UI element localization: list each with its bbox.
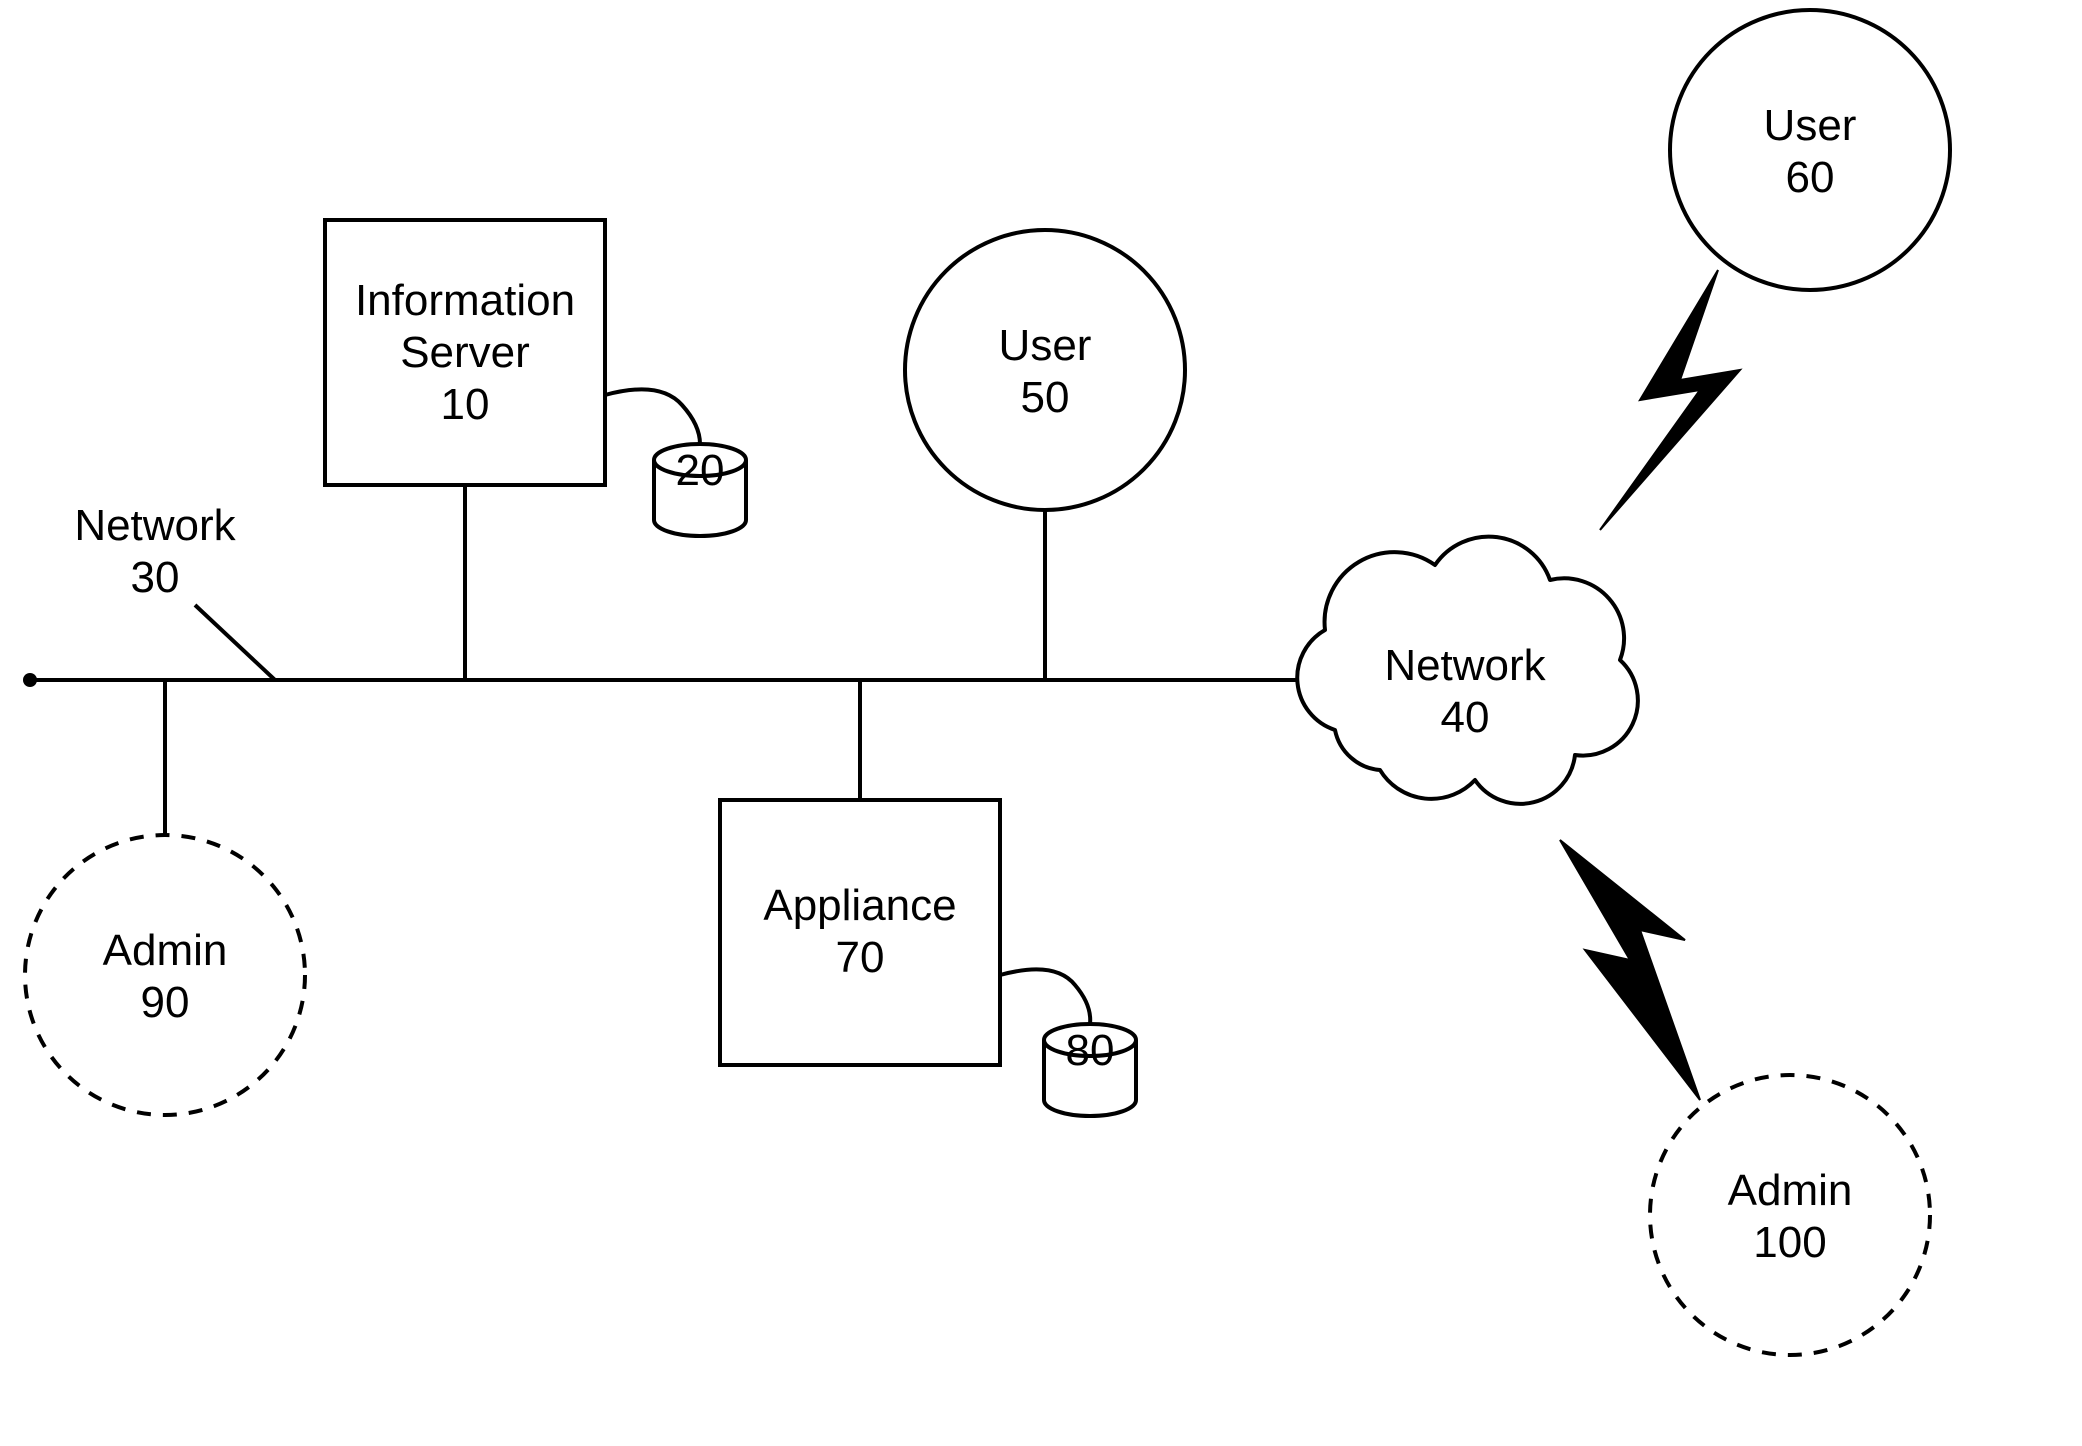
network-30-label: Network30 xyxy=(74,501,275,680)
svg-text:Admin: Admin xyxy=(103,926,228,975)
svg-text:80: 80 xyxy=(1066,1026,1115,1075)
edge-appliance-db80 xyxy=(1000,969,1090,1024)
information-server-node: InformationServer10 xyxy=(325,220,605,485)
network-40-cloud: Network40 xyxy=(1297,537,1638,804)
svg-text:User: User xyxy=(999,321,1092,370)
svg-text:Network: Network xyxy=(74,501,236,550)
svg-text:90: 90 xyxy=(141,978,190,1027)
svg-text:Server: Server xyxy=(400,328,530,377)
edge-infoserver-db20 xyxy=(605,389,700,444)
user-50-node: User50 xyxy=(905,230,1185,510)
svg-text:70: 70 xyxy=(836,933,885,982)
svg-text:User: User xyxy=(1764,101,1857,150)
user-60-node: User60 xyxy=(1670,10,1950,290)
svg-text:30: 30 xyxy=(131,553,180,602)
database-80: 80 xyxy=(1044,1024,1136,1116)
svg-text:20: 20 xyxy=(676,446,725,495)
network-bus xyxy=(23,673,1300,687)
svg-text:60: 60 xyxy=(1786,153,1835,202)
svg-text:Network: Network xyxy=(1384,641,1546,690)
svg-text:50: 50 xyxy=(1021,373,1070,422)
svg-text:Appliance: Appliance xyxy=(763,881,956,930)
network-diagram: Network30InformationServer10Appliance702… xyxy=(0,0,2082,1446)
lightning-bolt-icon xyxy=(1560,840,1700,1100)
svg-text:10: 10 xyxy=(441,380,490,429)
svg-text:Admin: Admin xyxy=(1728,1166,1853,1215)
svg-text:100: 100 xyxy=(1753,1218,1826,1267)
svg-text:Information: Information xyxy=(355,276,575,325)
appliance-node: Appliance70 xyxy=(720,800,1000,1065)
database-20: 20 xyxy=(654,444,746,536)
admin-100-node: Admin100 xyxy=(1650,1075,1930,1355)
svg-text:40: 40 xyxy=(1441,693,1490,742)
lightning-bolt-icon xyxy=(1600,270,1740,530)
admin-90-node: Admin90 xyxy=(25,835,305,1115)
